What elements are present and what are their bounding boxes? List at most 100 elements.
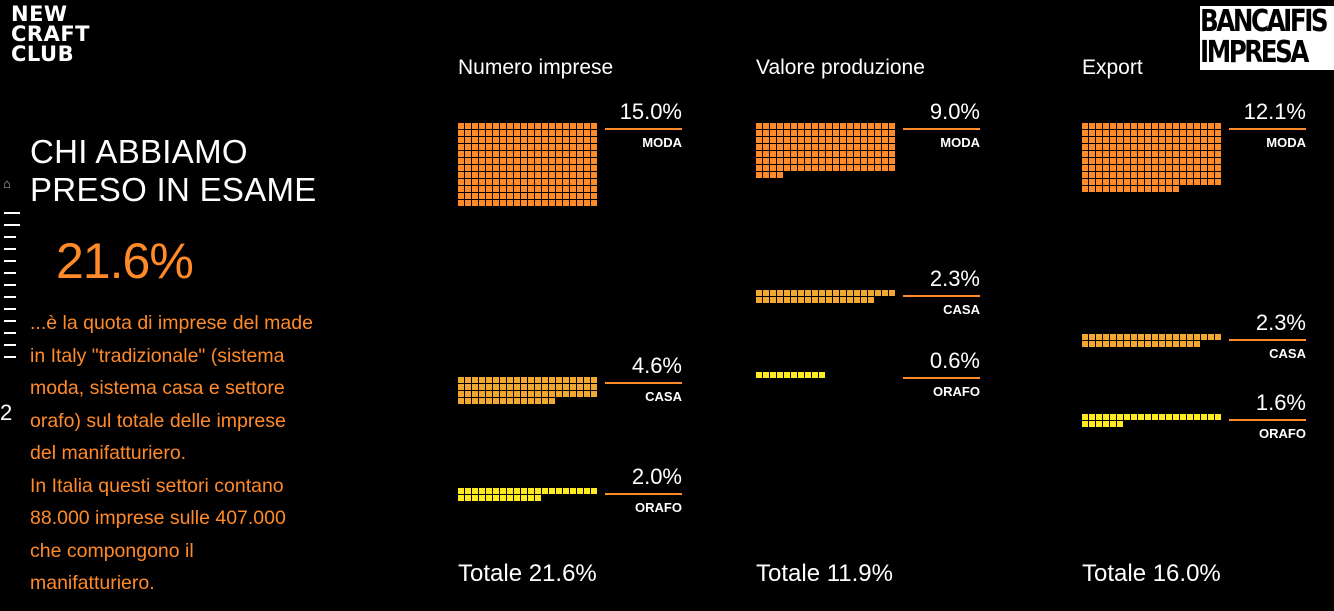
waffle-cell <box>563 384 569 390</box>
nav-tick[interactable] <box>4 272 16 274</box>
waffle-cell <box>465 144 471 150</box>
waffle-cell <box>1089 414 1095 420</box>
home-icon[interactable]: ⌂ <box>3 176 11 191</box>
waffle-cell <box>784 165 790 171</box>
nav-tick[interactable] <box>4 212 20 214</box>
nav-tick[interactable] <box>4 356 16 358</box>
waffle-cell <box>1138 341 1144 347</box>
nav-tick[interactable] <box>4 236 16 238</box>
waffle-cell <box>549 130 555 136</box>
nav-tick[interactable] <box>4 248 16 250</box>
waffle-cell <box>1124 144 1130 150</box>
waffle-cell <box>549 384 555 390</box>
waffle-cell <box>507 172 513 178</box>
waffle-cell <box>528 172 534 178</box>
waffle-cell <box>840 158 846 164</box>
waffle-cell <box>1124 179 1130 185</box>
waffle-cell <box>861 290 867 296</box>
waffle-cell <box>1082 137 1088 143</box>
waffle-cell <box>1173 165 1179 171</box>
waffle-cell <box>1082 123 1088 129</box>
waffle-cell <box>479 186 485 192</box>
waffle-cell <box>777 158 783 164</box>
waffle-cell <box>1096 144 1102 150</box>
logo-line: BANCAIFIS <box>1200 6 1329 39</box>
waffle-cell <box>826 297 832 303</box>
waffle-cell <box>486 391 492 397</box>
waffle-cell <box>826 158 832 164</box>
waffle-cell <box>493 130 499 136</box>
waffle-cell <box>500 488 506 494</box>
nav-tick[interactable] <box>4 344 16 346</box>
waffle-cell <box>882 130 888 136</box>
waffle-cell <box>1124 414 1130 420</box>
category-label: ORAFO <box>933 384 980 399</box>
waffle-cell <box>514 137 520 143</box>
waffle-cell <box>458 130 464 136</box>
nav-tick[interactable] <box>4 296 16 298</box>
waffle-cell <box>521 172 527 178</box>
waffle-cell <box>591 384 597 390</box>
waffle-cell <box>756 130 762 136</box>
waffle-cell <box>507 186 513 192</box>
value-label: 9.0% <box>930 99 980 124</box>
value-label: 12.1% <box>1244 99 1306 124</box>
waffle-cell <box>591 123 597 129</box>
nav-tick[interactable] <box>4 332 16 334</box>
waffle-cell <box>1166 172 1172 178</box>
waffle-cell <box>1138 172 1144 178</box>
nav-tick[interactable] <box>4 260 16 262</box>
waffle-cell <box>549 172 555 178</box>
bancaifis-impresa-logo[interactable]: BANCAIFIS IMPRESA <box>1200 6 1334 70</box>
waffle-block-casa <box>1082 334 1221 347</box>
waffle-cell <box>458 193 464 199</box>
waffle-cell <box>549 186 555 192</box>
new-craft-club-logo[interactable]: NEW CRAFT CLUB <box>11 4 90 65</box>
waffle-cell <box>528 165 534 171</box>
waffle-cell <box>570 172 576 178</box>
nav-tick[interactable] <box>4 284 16 286</box>
slide-navigation[interactable] <box>4 212 20 368</box>
waffle-cell <box>847 123 853 129</box>
waffle-cell <box>584 130 590 136</box>
waffle-cell <box>1089 421 1095 427</box>
waffle-cell <box>1082 144 1088 150</box>
waffle-cell <box>549 488 555 494</box>
waffle-cell <box>479 130 485 136</box>
waffle-cell <box>486 384 492 390</box>
waffle-cell <box>591 391 597 397</box>
waffle-cell <box>1089 179 1095 185</box>
waffle-cell <box>472 495 478 501</box>
waffle-cell <box>889 165 895 171</box>
waffle-cell <box>1138 414 1144 420</box>
waffle-cell <box>861 158 867 164</box>
waffle-cell <box>584 193 590 199</box>
waffle-cell <box>1159 414 1165 420</box>
nav-tick[interactable] <box>4 308 16 310</box>
waffle-cell <box>1089 130 1095 136</box>
waffle-cell <box>542 172 548 178</box>
waffle-cell <box>868 165 874 171</box>
waffle-cell <box>1145 165 1151 171</box>
waffle-cell <box>584 172 590 178</box>
waffle-cell <box>1215 165 1221 171</box>
waffle-cell <box>840 151 846 157</box>
waffle-cell <box>458 186 464 192</box>
waffle-cell <box>542 137 548 143</box>
waffle-block-orafo <box>756 372 825 378</box>
waffle-cell <box>854 144 860 150</box>
waffle-cell <box>542 488 548 494</box>
waffle-cell <box>479 384 485 390</box>
nav-tick-active[interactable] <box>4 224 20 226</box>
logo-line: IMPRESA <box>1200 35 1309 70</box>
description-line: in Italy "tradizionale" (sistema <box>30 344 285 367</box>
waffle-cell <box>763 144 769 150</box>
waffle-cell <box>1117 179 1123 185</box>
nav-tick[interactable] <box>4 320 16 322</box>
waffle-cell <box>1152 179 1158 185</box>
waffle-cell <box>833 144 839 150</box>
waffle-cell <box>1103 123 1109 129</box>
waffle-cell <box>1145 341 1151 347</box>
waffle-cell <box>805 165 811 171</box>
waffle-cell <box>479 158 485 164</box>
